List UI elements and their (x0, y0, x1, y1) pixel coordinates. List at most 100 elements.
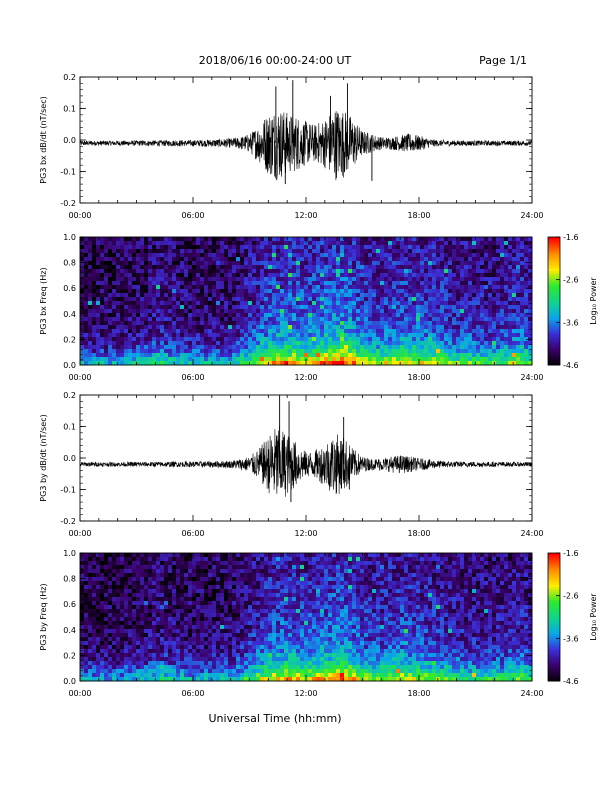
spectrogram-cell (96, 289, 101, 294)
spectrogram-cell (224, 325, 229, 330)
spectrogram-cell (112, 321, 117, 326)
spectrogram-cell (112, 665, 117, 670)
spectrogram-cell (360, 249, 365, 254)
spectrogram-cell (480, 261, 485, 266)
spectrogram-cell (516, 361, 521, 366)
spectrogram-cell (368, 341, 373, 346)
spectrogram-cell (440, 293, 445, 298)
spectrogram-cell (176, 241, 181, 246)
spectrogram-cell (120, 257, 125, 262)
spectrogram-cell (92, 577, 97, 582)
spectrogram-cell (476, 301, 481, 306)
spectrogram-cell (240, 285, 245, 290)
spectrogram-cell (288, 241, 293, 246)
spectrogram-cell (528, 277, 533, 282)
spectrogram-cell (100, 601, 105, 606)
spectrogram-cell (348, 277, 353, 282)
spectrogram-cell (328, 345, 333, 350)
spectrogram-cell (248, 333, 253, 338)
spectrogram-cell (140, 665, 145, 670)
spectrogram-cell (180, 273, 185, 278)
spectrogram-cell (188, 321, 193, 326)
spectrogram-cell (400, 245, 405, 250)
spectrogram-cell (432, 301, 437, 306)
spectrogram-cell (416, 289, 421, 294)
spectrogram-cell (112, 345, 117, 350)
spectrogram-cell (460, 241, 465, 246)
spectrogram-cell (204, 301, 209, 306)
spectrogram-cell (428, 277, 433, 282)
spectrogram-cell (424, 333, 429, 338)
spectrogram-cell (220, 277, 225, 282)
colorbar-label: Log₁₀ Power (589, 277, 598, 325)
spectrogram-cell (104, 605, 109, 610)
spectrogram-cell (516, 321, 521, 326)
spectrogram-cell (160, 573, 165, 578)
spectrogram-cell (256, 297, 261, 302)
spectrogram-cell (84, 641, 89, 646)
spectrogram-cell (176, 613, 181, 618)
spectrogram-cell (472, 277, 477, 282)
spectrogram-cell (192, 321, 197, 326)
spectrogram-cell (256, 337, 261, 342)
spectrogram-cell (100, 593, 105, 598)
spectrogram-cell (124, 573, 129, 578)
spectrogram-cell (436, 257, 441, 262)
spectrogram-cell (96, 625, 101, 630)
spectrogram-cell (104, 281, 109, 286)
spectrogram-cell (200, 249, 205, 254)
spectrogram-cell (92, 325, 97, 330)
spectrogram-cell (268, 333, 273, 338)
spectrogram-cell (432, 277, 437, 282)
spectrogram-cell (516, 313, 521, 318)
spectrogram-cell (164, 577, 169, 582)
spectrogram-cell (172, 277, 177, 282)
spectrogram-cell (356, 293, 361, 298)
spectrogram-cell (200, 297, 205, 302)
spectrogram-cell (364, 261, 369, 266)
spectrogram-cell (268, 317, 273, 322)
spectrogram-cell (432, 329, 437, 334)
spectrogram-cell (120, 665, 125, 670)
spectrogram-cell (128, 553, 133, 558)
spectrogram-cell (208, 245, 213, 250)
spectrogram-cell (116, 653, 121, 658)
spectrogram-cell (256, 313, 261, 318)
spectrogram-cell (436, 317, 441, 322)
spectrogram-cell (252, 337, 257, 342)
spectrogram-cell (360, 321, 365, 326)
spectrogram-cell (164, 625, 169, 630)
spectrogram-cell (132, 289, 137, 294)
spectrogram-cell (84, 341, 89, 346)
spectrogram-cell (208, 253, 213, 258)
spectrogram-cell (488, 245, 493, 250)
spectrogram-cell (484, 261, 489, 266)
spectrogram-cell (452, 241, 457, 246)
spectrogram-cell (232, 301, 237, 306)
spectrogram-cell (216, 325, 221, 330)
spectrogram-cell (160, 329, 165, 334)
spectrogram-cell (360, 301, 365, 306)
spectrogram-cell (444, 269, 449, 274)
spectrogram-cell (328, 361, 333, 366)
spectrogram-cell (272, 261, 277, 266)
spectrogram-cell (108, 257, 113, 262)
spectrogram-cell (500, 337, 505, 342)
spectrogram-cell (184, 289, 189, 294)
spectrogram-cell (472, 285, 477, 290)
spectrogram-cell (500, 301, 505, 306)
spectrogram-cell (268, 305, 273, 310)
spectrogram-cell (528, 357, 533, 362)
spectrogram-cell (480, 361, 485, 366)
spectrogram-cell (328, 257, 333, 262)
spectrogram-cell (508, 349, 513, 354)
spectrogram-cell (100, 329, 105, 334)
spectrogram-cell (460, 289, 465, 294)
spectrogram-cell (448, 353, 453, 358)
spectrogram-cell (140, 637, 145, 642)
spectrogram-cell (352, 321, 357, 326)
spectrogram-cell (156, 253, 161, 258)
spectrogram-cell (116, 577, 121, 582)
spectrogram-cell (156, 589, 161, 594)
spectrogram-cell (80, 661, 85, 666)
